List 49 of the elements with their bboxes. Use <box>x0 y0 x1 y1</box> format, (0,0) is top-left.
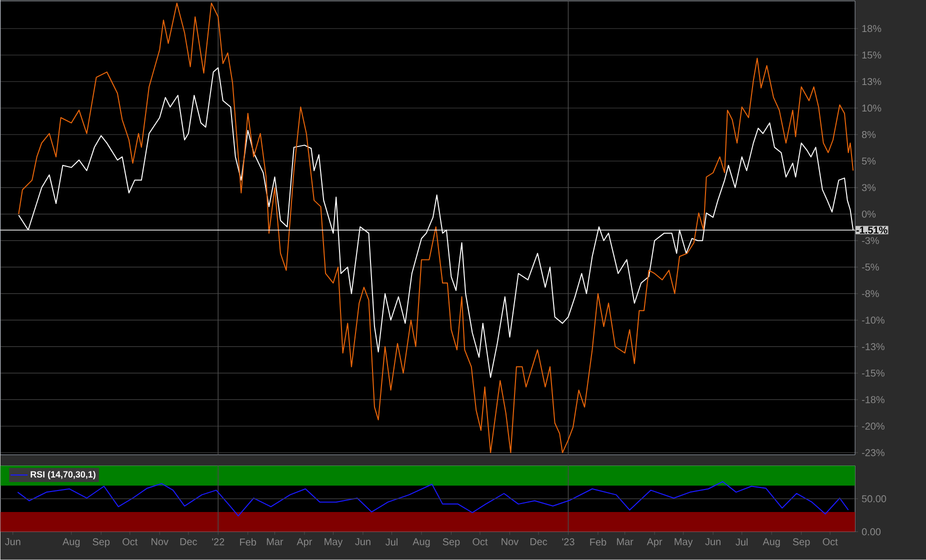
x-tick-label: May <box>674 538 693 548</box>
x-tick-label: Sep <box>442 538 460 548</box>
x-tick-label: Jun <box>705 538 720 546</box>
x-tick-label: Aug <box>762 538 780 548</box>
y-tick-label: 5% <box>862 158 876 165</box>
x-tick-label: Mar <box>617 538 634 546</box>
x-tick-label: Dec <box>180 538 197 546</box>
x-tick-label: Aug <box>62 538 80 548</box>
x-tick-label: Feb <box>240 538 256 546</box>
x-tick-label: Jul <box>386 538 398 546</box>
y-tick-label: 10% <box>862 104 882 112</box>
x-tick-label: Apr <box>646 538 662 548</box>
x-tick-label: Oct <box>822 538 838 546</box>
x-tick-label: Jun <box>5 538 20 546</box>
y-tick-label: -13% <box>862 343 884 350</box>
legend-label: RSI (14,70,30,1) <box>30 471 96 480</box>
x-tick-label: Mar <box>266 538 284 546</box>
x-tick-label: Jun <box>355 538 370 546</box>
x-tick-label: Dec <box>530 538 548 546</box>
y-tick-label: -18% <box>862 396 884 404</box>
x-tick-label: Feb <box>590 538 606 546</box>
x-tick-label: Apr <box>296 538 312 548</box>
y-tick-label: -8% <box>862 290 879 298</box>
y-tick-label: -15% <box>862 370 884 377</box>
y-tick-label: -10% <box>862 316 884 324</box>
x-tick-label: Oct <box>122 538 138 546</box>
x-tick-label: '23 <box>562 538 574 546</box>
ref-line-label: -1.51% <box>856 226 888 234</box>
x-tick-label: Nov <box>502 538 519 546</box>
y-tick-label: 18% <box>862 25 882 32</box>
x-tick-label: May <box>324 538 343 548</box>
y-tick-label: -3% <box>862 237 879 244</box>
x-tick-label: Jul <box>736 538 748 546</box>
x-tick-label: '22 <box>212 538 224 546</box>
y-tick-label: -20% <box>862 422 884 430</box>
y-tick-label: -23% <box>862 449 884 456</box>
y-tick-label: 0% <box>862 210 876 218</box>
y-tick-label: 8% <box>862 131 876 138</box>
x-tick-label: Nov <box>152 538 168 546</box>
y-tick-label: 13% <box>862 78 882 86</box>
y-tick-label: 50.00 <box>862 495 886 502</box>
y-tick-label: -5% <box>862 264 879 271</box>
x-tick-label: Sep <box>792 538 810 548</box>
y-tick-label: 0.00 <box>862 528 881 536</box>
y-tick-label: 3% <box>862 184 876 192</box>
x-tick-label: Aug <box>412 538 430 548</box>
x-tick-label: Oct <box>472 538 488 546</box>
x-tick-label: Sep <box>92 538 110 548</box>
y-tick-label: 15% <box>862 52 882 59</box>
